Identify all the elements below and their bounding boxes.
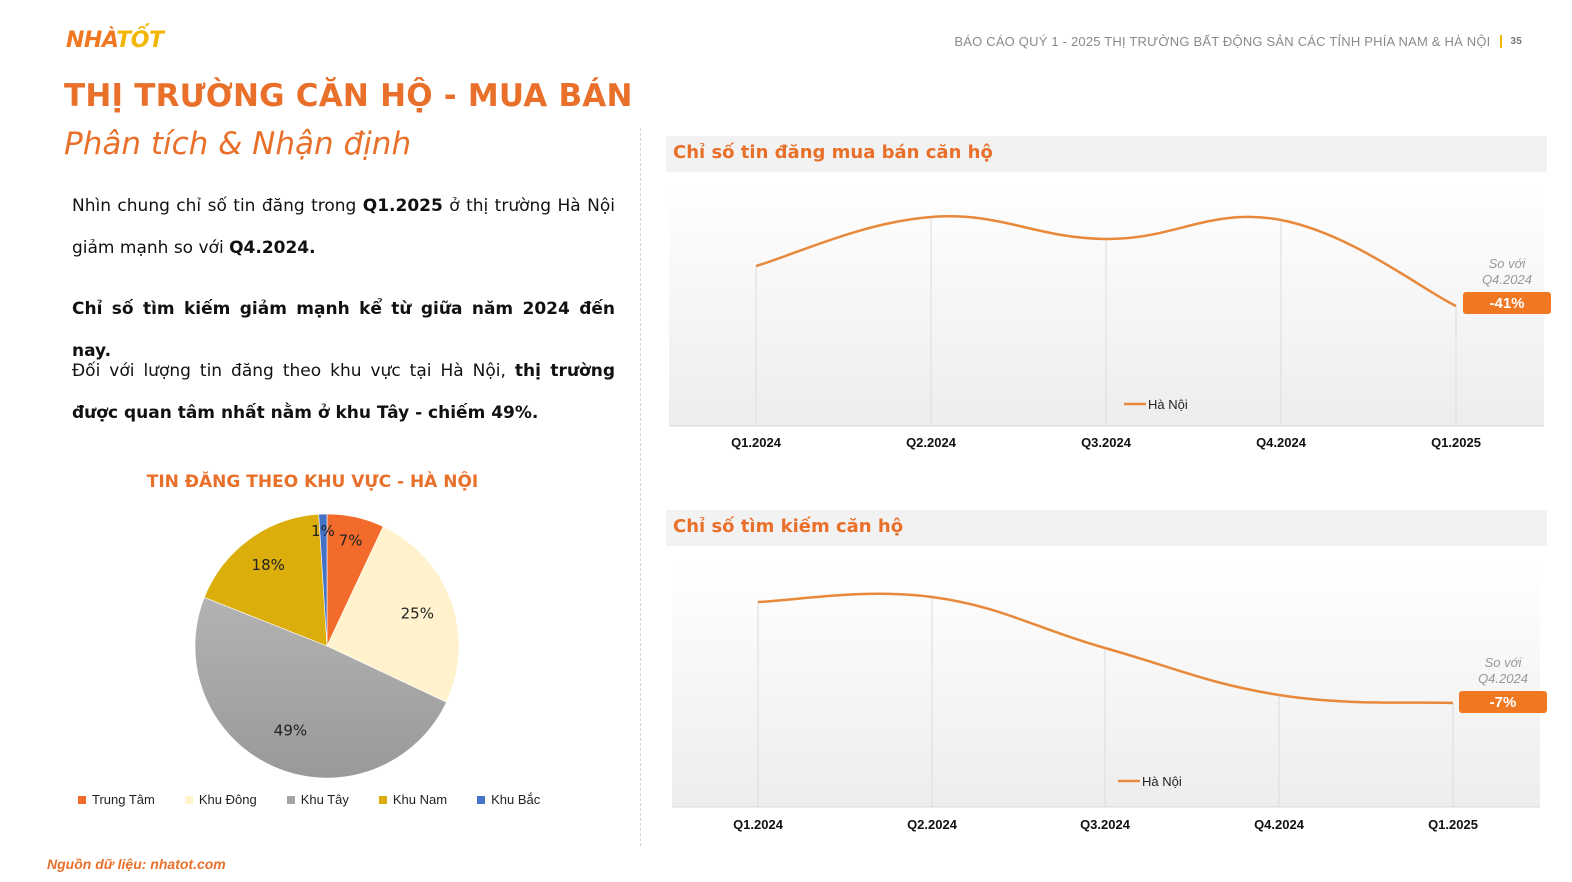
legend-label: Hà Nội (1142, 774, 1182, 789)
pie-slice-khu-tây (194, 597, 447, 779)
pie-data-label: 49% (274, 721, 307, 739)
p3-text-a: Đối với lượng tin đăng theo khu vực tại … (72, 361, 515, 381)
legend-item: Trung Tâm (78, 792, 155, 807)
legend-item: Khu Tây (286, 792, 349, 807)
legend-label: Khu Tây (300, 792, 349, 807)
listing-chart-header: Chỉ số tin đăng mua bán căn hộ (666, 136, 1547, 172)
p1-text-b: Q1.2025 (362, 196, 443, 216)
header-separator (1500, 35, 1503, 48)
x-tick-label: Q4.2024 (1254, 817, 1305, 832)
change-badge-label: -7% (1490, 694, 1517, 711)
pie-chart: 7% 25% 49% 18% 1% (194, 513, 460, 779)
series-line-ha-noi (757, 592, 1454, 705)
legend-swatch (477, 795, 486, 804)
report-title: BÁO CÁO QUÝ 1 - 2025 THỊ TRƯỜNG BẤT ĐỘNG… (954, 34, 1491, 49)
nhatot-logo: NHÀTỐT (66, 28, 164, 53)
annotation-label: So với (1489, 256, 1527, 271)
search-chart-header: Chỉ số tìm kiếm căn hộ (666, 510, 1547, 546)
data-source: Nguồn dữ liệu: nhatot.com (47, 856, 226, 872)
logo-part-1: NHÀ (66, 28, 117, 53)
legend-swatch (78, 795, 86, 804)
p1-text-a: Nhìn chung chỉ số tin đăng trong (72, 196, 363, 216)
legend-item: Khu Nam (378, 792, 448, 807)
legend-label: Khu Bắc (491, 792, 541, 807)
p1-text-d: Q4.2024. (229, 238, 316, 258)
x-tick-label: Q3.2024 (1080, 817, 1131, 832)
x-tick-label: Q1.2024 (731, 435, 782, 450)
legend-label: Trung Tâm (92, 792, 155, 807)
change-badge-label: -41% (1489, 295, 1524, 312)
annotation-label: Q4.2024 (1482, 272, 1532, 287)
pie-chart-title: TIN ĐĂNG THEO KHU VỰC - HÀ NỘI (146, 472, 479, 492)
legend-item: Khu Bắc (477, 792, 540, 807)
x-tick-label: Q1.2024 (733, 817, 784, 832)
pie-data-label: 1% (311, 522, 335, 540)
p1-text-c: ở thị trường Hà Nội giảm mạnh so với (72, 196, 615, 258)
legend-label: Khu Nam (392, 792, 448, 807)
plot-area (669, 182, 1544, 426)
change-badge (1459, 691, 1547, 713)
x-tick-label: Q4.2024 (1256, 435, 1307, 450)
x-tick-label: Q2.2024 (906, 435, 957, 450)
series-line-ha-noi (755, 215, 1457, 308)
pie-slice-khu-bắc (318, 513, 328, 647)
page-number: 35 (1510, 36, 1522, 47)
x-tick-label: Q3.2024 (1081, 435, 1132, 450)
x-tick-label: Q2.2024 (907, 817, 958, 832)
pie-slice-khu-đông (326, 526, 460, 703)
line-chart-listings: Q1.2024 Q2.2024 Q3.2024 Q4.2024 Q1.2025 Hà Nộ… (669, 182, 1551, 450)
annotation-label: Q4.2024 (1478, 671, 1528, 686)
column-divider (640, 128, 641, 846)
annotation-label: So với (1485, 655, 1523, 670)
p3-text-b: thị trường được quan tâm nhất nằm ở khu … (72, 361, 615, 423)
page-title: THỊ TRƯỜNG CĂN HỘ - MUA BÁN (64, 78, 633, 114)
legend-label: Khu Đông (198, 792, 257, 807)
paragraph-region: Đối với lượng tin đăng theo khu vực tại … (72, 350, 615, 434)
pie-legend: Trung Tâm Khu Đông Khu Tây Khu Nam Khu Bắc (78, 792, 570, 807)
paragraph-search: Chỉ số tìm kiếm giảm mạnh kể từ giữa năm… (72, 299, 615, 361)
plot-area (672, 560, 1540, 807)
legend-swatch (184, 795, 193, 804)
legend-swatch (378, 795, 387, 804)
report-header: BÁO CÁO QUÝ 1 - 2025 THỊ TRƯỜNG BẤT ĐỘNG… (954, 34, 1522, 49)
legend-label: Hà Nội (1148, 397, 1188, 412)
change-badge (1463, 292, 1551, 314)
pie-data-label: 25% (401, 604, 434, 622)
search-chart-title: Chỉ số tìm kiếm căn hộ (673, 516, 904, 537)
line-chart-search: Q1.2024 Q2.2024 Q3.2024 Q4.2024 Q1.2025 Hà Nộ… (672, 560, 1547, 832)
paragraph-listings: Nhìn chung chỉ số tin đăng trong Q1.2025… (72, 185, 615, 269)
pie-data-label: 7% (339, 532, 363, 550)
legend-item: Khu Đông (184, 792, 257, 807)
listing-chart-title: Chỉ số tin đăng mua bán căn hộ (673, 142, 993, 163)
pie-slice-khu-nam (203, 513, 328, 647)
x-tick-label: Q1.2025 (1431, 435, 1481, 450)
pie-data-label: 18% (252, 556, 285, 574)
logo-part-2: TỐT (116, 28, 164, 53)
legend-swatch (286, 795, 295, 804)
x-tick-label: Q1.2025 (1428, 817, 1478, 832)
page-subtitle: Phân tích & Nhận định (64, 126, 412, 162)
